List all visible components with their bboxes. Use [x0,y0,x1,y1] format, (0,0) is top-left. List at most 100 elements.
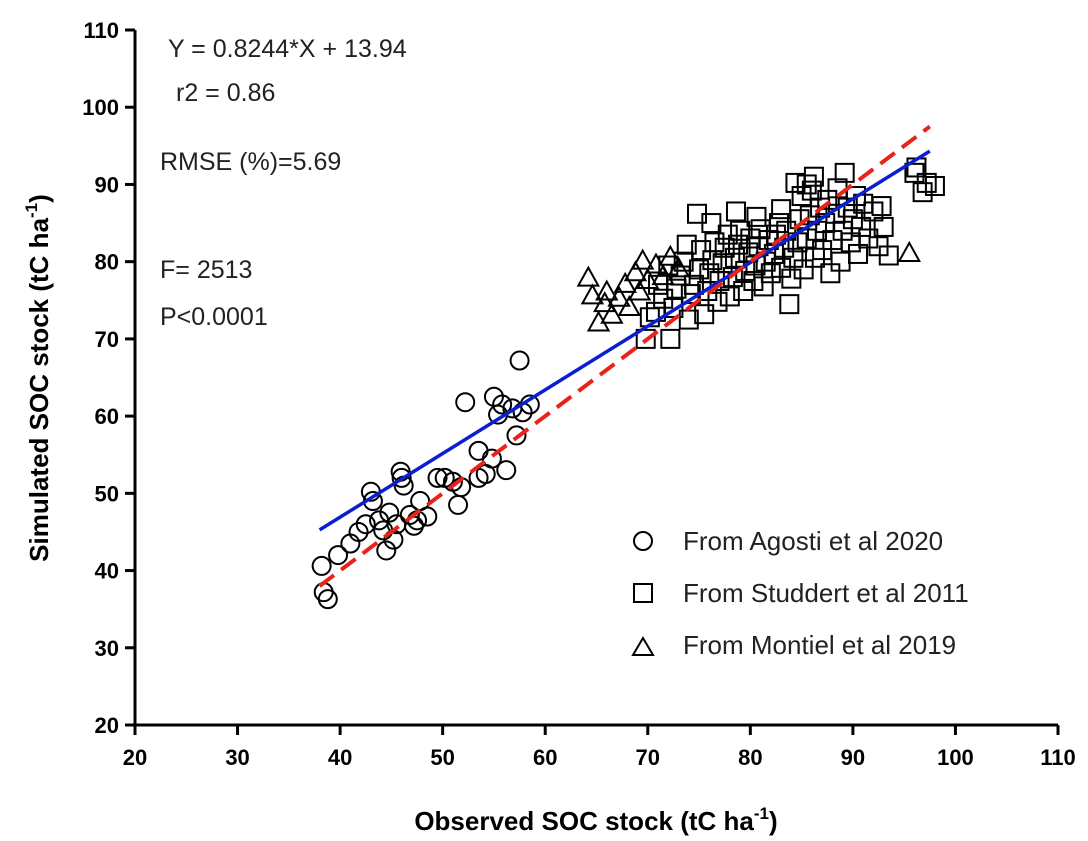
y-tick-label: 100 [82,95,119,120]
data-point-square [873,216,894,237]
x-tick-label: 20 [123,745,147,770]
data-point-square [924,175,945,196]
data-point-square [771,199,792,220]
x-tick-label: 90 [841,745,865,770]
data-point-triangle [627,279,652,301]
data-point-square [728,234,749,255]
legend-label-montiel: From Montiel et al 2019 [683,630,956,660]
data-point-square [785,172,806,193]
data-point-circle [455,392,476,413]
data-point-square [878,245,899,266]
data-point-triangle [593,291,617,313]
x-tick-label: 30 [225,745,249,770]
data-point-circle [376,540,397,561]
data-point-square [663,298,684,318]
data-point-circle [391,467,412,488]
data-point-circle [348,521,369,542]
y-tick-label: 40 [95,559,119,584]
ticks: 20 30 40 50 60 70 80 90 100 110 20 30 40 50 60 70 80 90 10… [82,18,1075,770]
data-point-square [845,186,866,207]
y-tick-label: 50 [95,481,119,506]
regression-line [318,149,931,532]
data-point-triangle [600,302,624,324]
p-value-label: P<0.0001 [160,303,268,331]
y-axis-title-end: ) [24,194,54,203]
data-point-square [812,240,833,261]
legend-triangle-marker [631,636,655,656]
one-to-one-line [318,124,932,588]
axes [133,30,1058,727]
legend-square-marker [633,583,653,603]
data-point-circle [509,350,530,371]
data-point-triangle [623,260,648,282]
data-point-circle [399,504,420,525]
data-point-circle [317,589,338,610]
data-point-square [803,166,824,187]
x-axis-title-end: ) [769,806,778,836]
data-point-square [753,276,774,297]
data-point-square [707,291,728,312]
data-point-square [760,263,781,284]
data-point-triangle [666,256,691,278]
data-point-triangle [617,294,642,316]
y-tick-label: 30 [95,636,119,661]
data-point-square [848,243,869,264]
data-point-square [793,259,814,280]
y-tick-label: 20 [95,713,119,738]
data-point-triangle [595,279,619,301]
data-point-square [730,220,751,241]
data-point-triangle [613,271,637,293]
data-point-circle [355,514,376,535]
data-point-square [796,174,817,195]
data-point-square [904,162,925,183]
data-point-circle [481,448,502,469]
data-point-triangle [576,265,600,287]
data-point-square [717,224,738,245]
data-point-square [830,251,851,272]
data-point-circle [468,440,489,461]
regression-equation: Y = 0.8244*X + 13.94 [168,35,407,63]
plot-marks [311,124,945,610]
data-point-square [714,237,735,258]
y-axis-title-main: Simulated SOC stock (tC ha [24,217,54,561]
data-point-circle [379,502,400,523]
data-point-triangle [636,267,660,289]
x-tick-label: 70 [636,745,660,770]
data-point-square [694,304,715,325]
legend-label-agosti: From Agosti et al 2020 [683,526,943,556]
data-point-square [635,328,656,349]
x-axis-title-superscript: -1 [754,804,769,823]
data-point-square [771,257,792,278]
y-tick-label: 60 [95,404,119,429]
data-point-square [834,162,855,183]
rmse-label: RMSE (%)=5.69 [160,148,341,176]
x-axis-title-main: Observed SOC stock (tC ha [414,806,754,836]
data-point-square [676,234,697,255]
data-point-triangle [658,244,683,266]
data-point-triangle [580,283,605,305]
y-tick-label: 110 [84,18,120,43]
y-axis-title: Simulated SOC stock (tC ha-1) [22,194,54,562]
data-point-square [691,240,712,261]
x-axis-title: Observed SOC stock (tC ha-1) [414,804,777,836]
x-tick-label: 50 [430,745,454,770]
data-point-square [871,196,892,217]
data-point-square [820,263,841,284]
r-squared-label: r2 = 0.86 [176,79,275,107]
data-point-square [660,328,681,349]
data-point-triangle [897,240,921,262]
data-point-circle [328,545,349,566]
data-point-square [804,247,825,268]
data-point-circle [448,494,469,515]
data-point-circle [492,394,513,415]
data-point-square [719,286,740,307]
data-point-square [733,281,754,302]
data-point-circle [417,506,438,527]
legend: From Agosti et al 2020 From Studdert et … [631,526,969,660]
data-point-circle [506,425,527,446]
data-point-circle [427,467,448,488]
legend-circle-marker [633,531,653,551]
x-tick-label: 40 [328,745,352,770]
x-tick-label: 80 [738,745,762,770]
